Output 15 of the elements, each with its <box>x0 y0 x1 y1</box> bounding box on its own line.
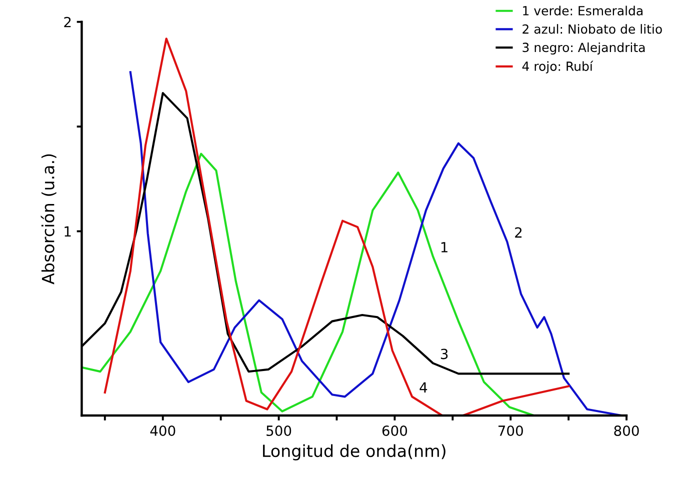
annotation: 4 <box>420 382 428 393</box>
x-axis-title: Longitud de onda(nm) <box>263 444 446 460</box>
x-tick-label: 400 <box>150 425 176 436</box>
legend-label: 2 azul: Niobato de litio <box>522 24 662 34</box>
x-tick-label: 600 <box>382 425 408 436</box>
x-tick-label: 500 <box>266 425 292 436</box>
annotation: 1 <box>441 242 448 252</box>
annotation: 2 <box>515 227 522 238</box>
x-tick-label: 800 <box>614 425 639 436</box>
legend-label: 1 verde: Esmeralda <box>523 6 642 16</box>
x-tick-label: 700 <box>498 425 523 436</box>
legend-label: 4 rojo: Rubí <box>522 60 594 74</box>
annotation: 3 <box>440 348 448 360</box>
y-axis-title: Absorción (u.a.) <box>40 154 56 284</box>
legend-label: 3 negro: Alejandrita <box>522 42 645 55</box>
